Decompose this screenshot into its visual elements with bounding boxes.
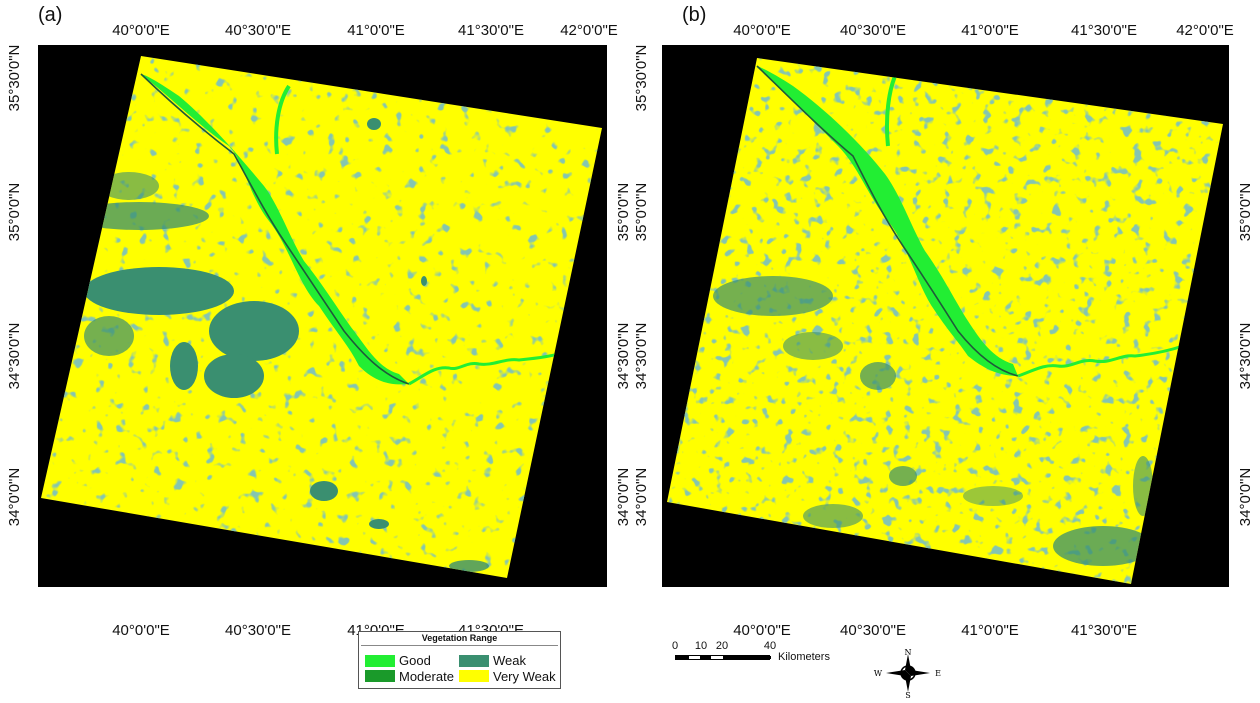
- panel-a-top-tick: 41°0'0"E: [347, 22, 405, 39]
- legend-label-weak: Weak: [493, 653, 526, 668]
- scale-label: 0: [671, 640, 679, 652]
- compass-e: E: [935, 669, 941, 678]
- panel-b-label: (b): [682, 4, 707, 26]
- scale-label: 10: [694, 640, 708, 652]
- panel-b-left-tick: 35°0'0"N: [633, 182, 650, 242]
- panel-a-right-tick: 35°0'0"N: [615, 182, 632, 242]
- scale-unit: Kilometers: [778, 651, 830, 663]
- panel-a-top-tick: 41°30'0"E: [458, 22, 524, 39]
- scale-label: 20: [715, 640, 729, 652]
- legend-swatch-very-weak: [459, 670, 489, 682]
- panel-b-left-tick: 34°0'0"N: [633, 467, 650, 527]
- legend-label-moderate: Moderate: [399, 669, 454, 684]
- panel-b-vegetation-raster: [667, 58, 1223, 584]
- panel-b-bottom-tick: 40°30'0"E: [840, 622, 906, 639]
- panel-b-top-tick: 41°0'0"E: [961, 22, 1019, 39]
- compass-n: N: [905, 648, 912, 657]
- scale-bar-outline: [675, 655, 771, 660]
- panel-b-bottom-tick: 41°0'0"E: [961, 622, 1019, 639]
- panel-a-label: (a): [38, 4, 63, 26]
- panel-b-top-tick: 41°30'0"E: [1071, 22, 1137, 39]
- legend: Vegetation Range Good Weak Moderate Very…: [358, 631, 561, 689]
- panel-b-right-tick: 34°0'0"N: [1237, 467, 1254, 527]
- panel-b-right-tick: 34°30'0"N: [1237, 322, 1254, 390]
- scale-bar: 0 10 20 40 Kilometers: [660, 640, 860, 680]
- panel-a-top-tick: 42°0'0"E: [560, 22, 618, 39]
- north-arrow-icon: N S E W: [868, 648, 948, 700]
- panel-b-top-tick: 40°0'0"E: [733, 22, 791, 39]
- panel-a-bottom-tick: 40°0'0"E: [112, 622, 170, 639]
- panel-a-right-tick: 34°30'0"N: [615, 322, 632, 390]
- panel-a-top-tick: 40°0'0"E: [112, 22, 170, 39]
- legend-label-very-weak: Very Weak: [493, 669, 556, 684]
- panel-a-bottom-tick: 40°30'0"E: [225, 622, 291, 639]
- panel-b-bottom-tick: 41°30'0"E: [1071, 622, 1137, 639]
- compass-w: W: [874, 669, 883, 678]
- panel-b-left-tick: 34°30'0"N: [633, 322, 650, 390]
- legend-swatch-weak: [459, 655, 489, 667]
- legend-swatch-moderate: [365, 670, 395, 682]
- panel-b-top-tick: 42°0'0"E: [1176, 22, 1234, 39]
- panel-b-map: [662, 45, 1229, 587]
- panel-b-left-tick: 35°30'0"N: [633, 44, 650, 112]
- panel-b-bottom-tick: 40°0'0"E: [733, 622, 791, 639]
- panel-a-map: [38, 45, 607, 587]
- panel-a-vegetation-raster: [41, 56, 602, 578]
- panel-a-left-tick: 34°0'0"N: [6, 467, 23, 527]
- legend-label-good: Good: [399, 653, 431, 668]
- panel-a-right-tick: 34°0'0"N: [615, 467, 632, 527]
- panel-b-right-tick: 35°0'0"N: [1237, 182, 1254, 242]
- panel-a-left-tick: 35°30'0"N: [6, 44, 23, 112]
- panel-a-left-tick: 34°30'0"N: [6, 322, 23, 390]
- panel-a-top-tick: 40°30'0"E: [225, 22, 291, 39]
- panel-b-top-tick: 40°30'0"E: [840, 22, 906, 39]
- panel-a-left-tick: 35°0'0"N: [6, 182, 23, 242]
- legend-divider: [361, 645, 558, 646]
- legend-swatch-good: [365, 655, 395, 667]
- compass-s: S: [905, 691, 910, 698]
- legend-title: Vegetation Range: [421, 633, 498, 643]
- scale-label: 40: [763, 640, 777, 652]
